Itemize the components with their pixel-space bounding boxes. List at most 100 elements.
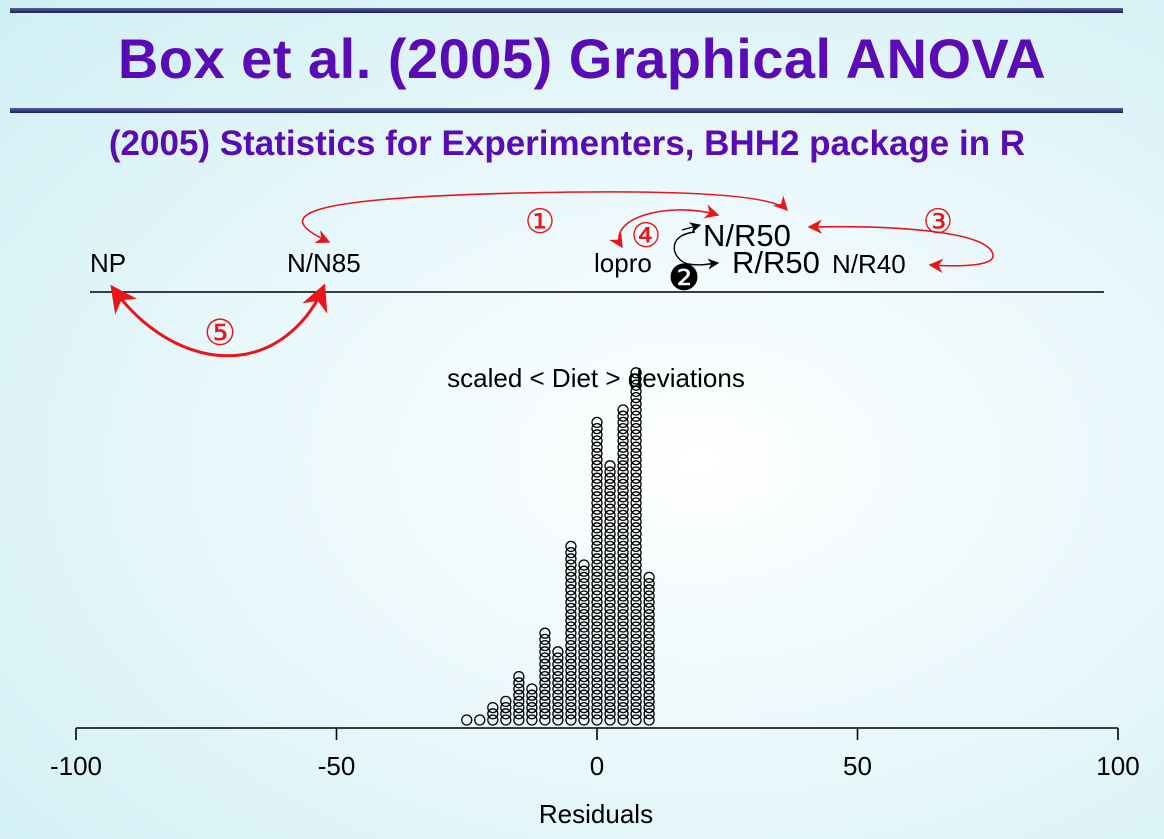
residual-dot — [630, 683, 642, 695]
arrow-2 — [673, 231, 720, 270]
residual-dot — [617, 602, 629, 615]
residual-dot — [604, 577, 616, 590]
residual-dot — [604, 478, 616, 491]
residual-dot — [591, 435, 603, 447]
residual-dot — [617, 683, 629, 695]
x-tick-label: -50 — [318, 751, 356, 781]
residual-dot — [565, 546, 577, 559]
residual-dot — [578, 596, 590, 608]
diet-label-np: NP — [90, 248, 126, 278]
residual-dot — [539, 677, 551, 689]
residual-dot — [630, 646, 642, 658]
residual-dot — [591, 472, 603, 484]
residual-dot — [487, 701, 499, 714]
residual-dot — [630, 590, 642, 602]
residual-dot — [604, 565, 616, 577]
residual-dot — [565, 652, 577, 664]
residual-dot — [552, 652, 564, 664]
residual-dot — [617, 590, 629, 602]
residual-dot — [539, 683, 551, 695]
residual-dot — [539, 639, 551, 652]
residual-dot — [630, 509, 642, 522]
residual-dot — [604, 509, 616, 522]
residual-dot — [591, 689, 603, 701]
residual-dot — [643, 708, 655, 720]
residual-dot — [565, 621, 577, 633]
residual-dot — [604, 571, 616, 584]
residual-dot — [513, 701, 525, 714]
residual-dot — [591, 478, 603, 491]
residual-dot — [565, 559, 577, 571]
residual-dot — [643, 608, 655, 621]
residual-dot — [578, 590, 590, 602]
residual-dot — [630, 577, 642, 590]
residual-dot — [591, 596, 603, 608]
arrow-1 — [301, 191, 788, 244]
residual-dot — [643, 695, 655, 708]
residual-dot — [617, 695, 629, 708]
slide-title: Box et al. (2005) Graphical ANOVA — [117, 27, 1047, 90]
residual-dot — [487, 714, 499, 726]
residual-dot — [565, 664, 577, 677]
residual-dot — [630, 416, 642, 429]
residual-dot — [630, 422, 642, 435]
residual-dot — [604, 497, 616, 509]
residual-dot — [617, 435, 629, 447]
residual-dot — [630, 515, 642, 528]
residual-dot — [591, 416, 603, 429]
residual-dot — [591, 646, 603, 658]
residual-dot — [604, 534, 616, 546]
residual-dot — [643, 701, 655, 714]
residual-dot — [565, 695, 577, 708]
residual-dot — [630, 571, 642, 584]
residual-dot — [630, 503, 642, 515]
residual-dot — [591, 633, 603, 646]
residual-dot — [565, 627, 577, 639]
residual-dot — [552, 689, 564, 701]
residual-dot — [565, 602, 577, 615]
residual-dot — [500, 695, 512, 708]
chart-title: scaled < Diet > deviations — [447, 363, 745, 393]
residual-dot — [643, 584, 655, 596]
residual-dot — [617, 677, 629, 689]
residual-dot — [591, 695, 603, 708]
residual-dot — [539, 701, 551, 714]
residual-dot — [591, 565, 603, 577]
residual-dot — [617, 460, 629, 472]
slide-subtitle: (2005) Statistics for Experimenters, BHH… — [108, 124, 1026, 163]
residual-dot — [526, 689, 538, 701]
residual-dot — [630, 546, 642, 559]
residual-dot — [591, 509, 603, 522]
residual-dot — [617, 553, 629, 565]
residual-dot — [604, 484, 616, 497]
residual-dot — [630, 708, 642, 720]
residual-dot — [565, 596, 577, 608]
residual-dot — [591, 460, 603, 472]
residual-dot — [643, 670, 655, 683]
residual-dot — [591, 484, 603, 497]
residual-dot — [630, 391, 642, 404]
residual-dot — [630, 466, 642, 478]
diet-label-n-n85: N/N85 — [287, 248, 361, 278]
residual-dot — [630, 639, 642, 652]
x-tick-label: 100 — [1096, 751, 1139, 781]
residual-dot — [617, 639, 629, 652]
residual-dot — [604, 460, 616, 472]
residual-dot — [578, 633, 590, 646]
residual-dot — [630, 460, 642, 472]
title-underline — [10, 108, 1123, 113]
residual-dot — [591, 652, 603, 664]
residual-dot — [591, 670, 603, 683]
arrow-2-tip — [681, 222, 702, 234]
residual-dot — [630, 621, 642, 633]
residual-dot — [578, 670, 590, 683]
residual-dot — [617, 621, 629, 633]
residual-dot — [604, 677, 616, 689]
residual-dot — [591, 577, 603, 590]
residual-dot — [604, 596, 616, 608]
residual-dot — [617, 515, 629, 528]
residual-dot — [617, 565, 629, 577]
residual-dot — [617, 627, 629, 639]
residual-dot — [591, 491, 603, 503]
residual-dot — [630, 633, 642, 646]
